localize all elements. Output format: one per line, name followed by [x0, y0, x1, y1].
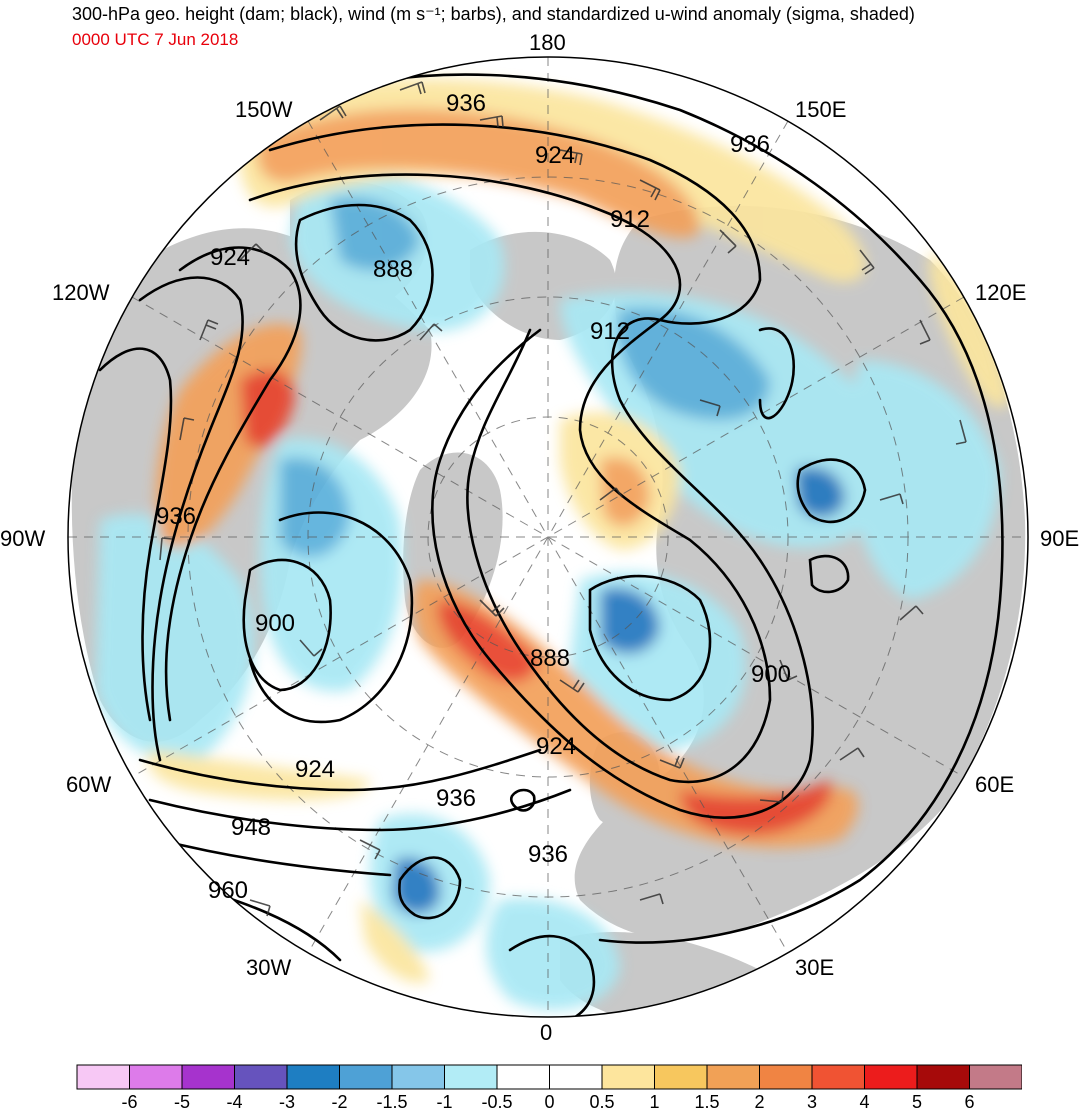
- lon-label-60w: 60W: [66, 772, 112, 797]
- colorbar-tick-label: 0.5: [589, 1092, 615, 1112]
- colorbar-tick-label: 6: [964, 1092, 975, 1112]
- chart-title: 300-hPa geo. height (dam; black), wind (…: [72, 4, 915, 24]
- colorbar-tick-label: 2: [754, 1092, 765, 1112]
- lon-label-90e: 90E: [1040, 526, 1080, 551]
- colorbar-swatch: [549, 1064, 603, 1090]
- lon-label-180: 180: [529, 30, 566, 55]
- contour-label: 924: [535, 142, 575, 169]
- colorbar-swatch: [234, 1064, 288, 1090]
- contour-label: 912: [590, 318, 630, 345]
- contour-label: 900: [751, 661, 791, 688]
- colorbar-tick-label: 3: [806, 1092, 818, 1112]
- contour-label: 924: [295, 756, 335, 783]
- colorbar-swatch: [76, 1064, 130, 1090]
- lon-label-30w: 30W: [246, 955, 292, 980]
- contour-label: 948: [231, 814, 271, 841]
- colorbar-swatch: [391, 1064, 445, 1090]
- colorbar-tick-label: 4: [859, 1092, 870, 1112]
- contour-label: 960: [208, 877, 248, 904]
- colorbar-swatch: [339, 1064, 393, 1090]
- colorbar-swatch: [129, 1064, 183, 1090]
- colorbar-tick-label: -4: [226, 1092, 243, 1112]
- colorbar-tick-label: -6: [121, 1092, 138, 1112]
- colorbar-swatch: [181, 1064, 235, 1090]
- colorbar-swatch: [444, 1064, 498, 1090]
- contour-label: 924: [210, 244, 250, 271]
- colorbar-swatch: [601, 1064, 655, 1090]
- colorbar-swatch: [286, 1064, 340, 1090]
- colorbar-tick-label: -5: [173, 1092, 191, 1112]
- colorbar-tick-label: -1.5: [376, 1092, 408, 1112]
- lon-label-0: 0: [540, 1020, 553, 1045]
- wind-barbs: [159, 81, 967, 917]
- colorbar-tick-label: 1.5: [694, 1092, 720, 1112]
- contour-label: 900: [255, 610, 295, 637]
- colorbar: [76, 1064, 1022, 1090]
- lon-label-150w: 150W: [235, 97, 293, 122]
- colorbar-swatch: [654, 1064, 708, 1090]
- colorbar-swatch: [759, 1064, 813, 1090]
- colorbar-swatch: [864, 1064, 918, 1090]
- contour-label: 888: [530, 645, 570, 672]
- lon-label-30e: 30E: [795, 955, 835, 980]
- colorbar-tick-label: -1: [436, 1092, 453, 1112]
- colorbar-tick-label: 5: [911, 1092, 923, 1112]
- contour-label: 936: [528, 841, 568, 868]
- contour-label: 924: [536, 733, 576, 760]
- contour-label: 912: [610, 206, 650, 233]
- lon-label-150e: 150E: [795, 97, 847, 122]
- contour-label: 936: [730, 131, 770, 158]
- height-contours: [98, 73, 1004, 1017]
- lon-label-120w: 120W: [52, 280, 110, 305]
- contour-label: 936: [156, 503, 196, 530]
- colorbar-tick-label: -0.5: [481, 1092, 513, 1112]
- colorbar-tick-label: 1: [649, 1092, 660, 1112]
- chart-datetime: 0000 UTC 7 Jun 2018: [72, 30, 239, 49]
- anomaly-shading: [95, 78, 1010, 1010]
- lon-label-90w: 90W: [0, 526, 46, 551]
- colorbar-swatch: [496, 1064, 550, 1090]
- map-border: [67, 56, 1029, 1018]
- contour-label: 936: [446, 90, 486, 117]
- colorbar-tick-label: -3: [278, 1092, 296, 1112]
- colorbar-tick-label: -2: [331, 1092, 348, 1112]
- contour-label: 936: [436, 785, 476, 812]
- polar-map: 936 924 912 888 924 912 936 900 888 900 …: [67, 56, 1029, 1018]
- colorbar-swatch: [916, 1064, 970, 1090]
- lon-label-60e: 60E: [975, 772, 1015, 797]
- colorbar-swatch: [706, 1064, 760, 1090]
- colorbar-swatch: [969, 1064, 1022, 1090]
- contour-label: 888: [373, 256, 413, 283]
- colorbar-swatch: [811, 1064, 865, 1090]
- contour-label-group: 936 924 912 888 924 912 936 900 888 900 …: [156, 90, 791, 904]
- lon-label-120e: 120E: [975, 280, 1027, 305]
- colorbar-tick-label: 0: [544, 1092, 555, 1112]
